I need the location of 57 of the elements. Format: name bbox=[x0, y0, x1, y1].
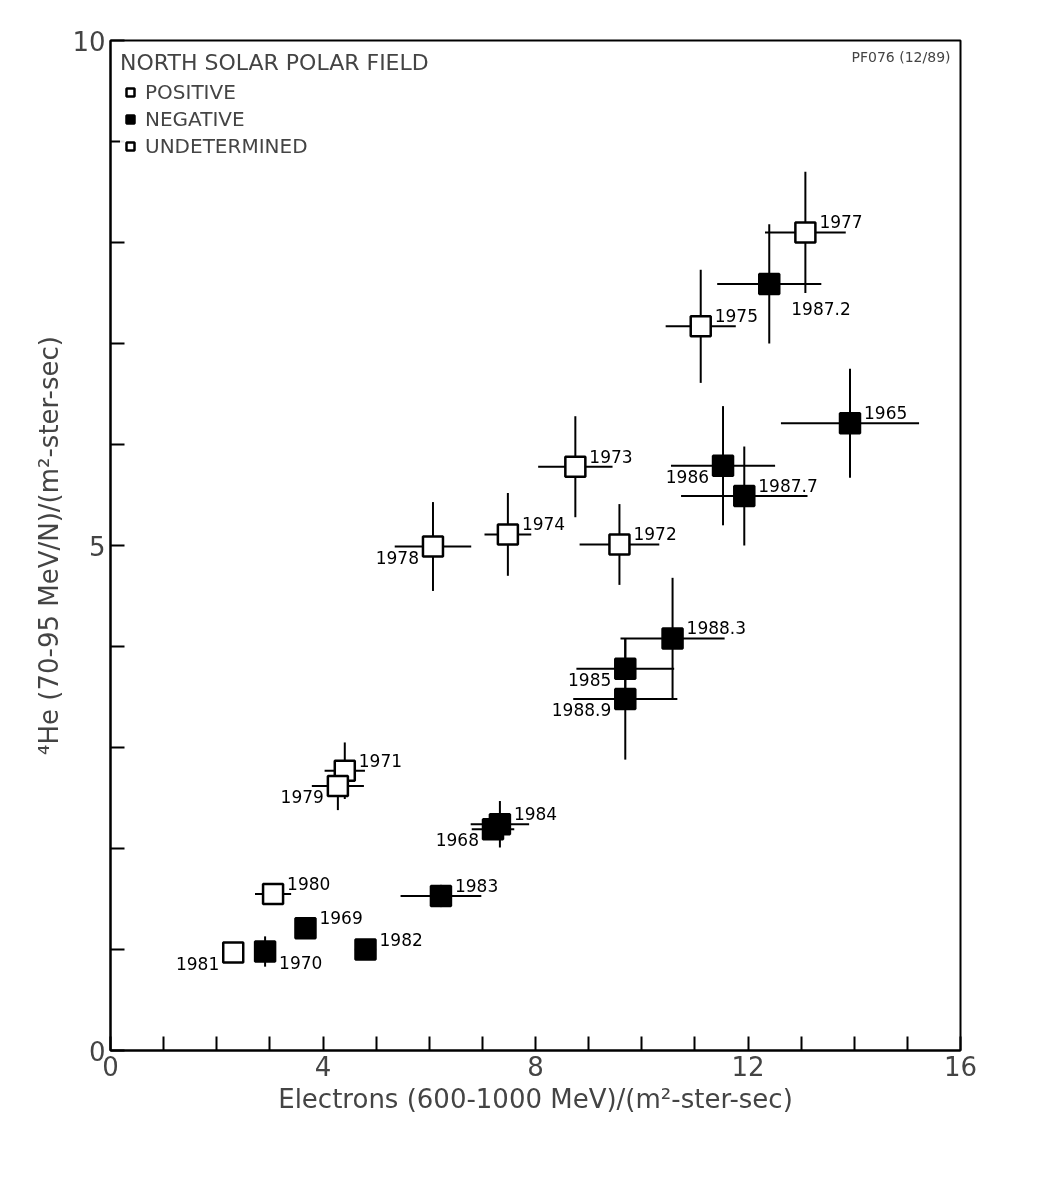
point bbox=[758, 272, 781, 296]
annotation: 1981 bbox=[175, 953, 220, 974]
annotation: 1985 bbox=[568, 669, 612, 690]
point bbox=[661, 627, 684, 650]
point bbox=[614, 657, 637, 680]
annotation: 1972 bbox=[633, 524, 677, 545]
annotation: 1965 bbox=[864, 403, 908, 424]
legend-label: NEGATIVE bbox=[145, 107, 245, 131]
point bbox=[261, 882, 285, 906]
annotation: 1968 bbox=[435, 830, 479, 851]
annotation: 1975 bbox=[714, 306, 758, 327]
point bbox=[614, 687, 637, 711]
x-tick-label: 8 bbox=[527, 1051, 544, 1082]
annotation: 1982 bbox=[379, 929, 423, 950]
legend-title: NORTH SOLAR POLAR FIELD bbox=[120, 50, 429, 75]
y-axis-title: ⁴He (70-95 MeV/N)/(m²-ster-sec) bbox=[34, 336, 65, 755]
annotation: 1986 bbox=[665, 466, 710, 487]
point bbox=[326, 774, 350, 798]
point bbox=[481, 818, 505, 841]
point bbox=[711, 454, 735, 477]
point bbox=[564, 455, 587, 478]
annotation: 1969 bbox=[319, 908, 363, 929]
annotation: 1983 bbox=[454, 875, 499, 896]
point bbox=[496, 523, 520, 546]
annotation: 1971 bbox=[358, 750, 403, 771]
legend-label: UNDETERMINED bbox=[145, 134, 308, 158]
point bbox=[429, 884, 453, 908]
x-tick-label: 12 bbox=[731, 1051, 765, 1082]
y-tick-label: 5 bbox=[88, 531, 106, 562]
annotation: 1987.7 bbox=[758, 476, 818, 497]
annotation: 1984 bbox=[513, 804, 558, 825]
point bbox=[838, 412, 862, 435]
point bbox=[421, 535, 445, 558]
point bbox=[221, 941, 245, 964]
point bbox=[794, 221, 817, 244]
annotation: 1974 bbox=[521, 514, 566, 535]
annotation: 1978 bbox=[375, 547, 419, 568]
annotation: PF076 (12/89) bbox=[851, 48, 951, 65]
legend-label: POSITIVE bbox=[145, 80, 236, 104]
x-tick-label: 4 bbox=[314, 1051, 332, 1082]
annotation: 1977 bbox=[819, 212, 863, 233]
point bbox=[253, 940, 277, 963]
y-tick-label: 10 bbox=[72, 26, 106, 57]
annotation: 1979 bbox=[280, 786, 324, 807]
point bbox=[608, 533, 631, 556]
point bbox=[689, 315, 712, 338]
point bbox=[354, 938, 377, 961]
point bbox=[294, 917, 317, 940]
annotation: 1980 bbox=[287, 873, 331, 894]
annotation: 1988.3 bbox=[686, 618, 747, 639]
annotation: 1973 bbox=[589, 446, 633, 467]
annotation: 1988.9 bbox=[551, 700, 612, 721]
point bbox=[733, 484, 756, 508]
x-axis-title: Electrons (600-1000 MeV)/(m²-ster-sec) bbox=[278, 1083, 793, 1114]
annotation: 1987.2 bbox=[791, 298, 851, 319]
x-tick-label: 16 bbox=[943, 1051, 978, 1082]
annotation: 1970 bbox=[279, 952, 323, 973]
